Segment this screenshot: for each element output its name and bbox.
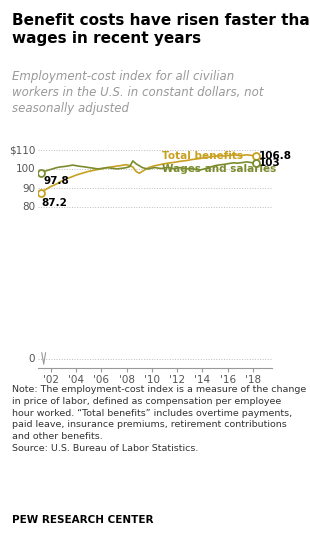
Text: Wages and salaries: Wages and salaries bbox=[162, 164, 276, 174]
Text: Benefit costs have risen faster than
wages in recent years: Benefit costs have risen faster than wag… bbox=[12, 13, 310, 46]
Text: paid leave, insurance premiums, retirement contributions: paid leave, insurance premiums, retireme… bbox=[12, 421, 287, 429]
Text: PEW RESEARCH CENTER: PEW RESEARCH CENTER bbox=[12, 515, 154, 525]
Text: hour worked. “Total benefits” includes overtime payments,: hour worked. “Total benefits” includes o… bbox=[12, 409, 293, 417]
Text: and other benefits.: and other benefits. bbox=[12, 432, 103, 441]
Text: Employment-cost index for all civilian
workers in the U.S. in constant dollars, : Employment-cost index for all civilian w… bbox=[12, 70, 264, 114]
Text: 103: 103 bbox=[259, 158, 281, 168]
Text: 87.2: 87.2 bbox=[42, 197, 68, 208]
Text: Total benefits: Total benefits bbox=[162, 151, 243, 162]
Text: 97.8: 97.8 bbox=[43, 177, 69, 187]
Text: 106.8: 106.8 bbox=[259, 150, 292, 160]
Text: Source: U.S. Bureau of Labor Statistics.: Source: U.S. Bureau of Labor Statistics. bbox=[12, 444, 199, 453]
Text: Note: The employment-cost index is a measure of the change: Note: The employment-cost index is a mea… bbox=[12, 385, 307, 394]
Text: in price of labor, defined as compensation per employee: in price of labor, defined as compensati… bbox=[12, 397, 282, 406]
